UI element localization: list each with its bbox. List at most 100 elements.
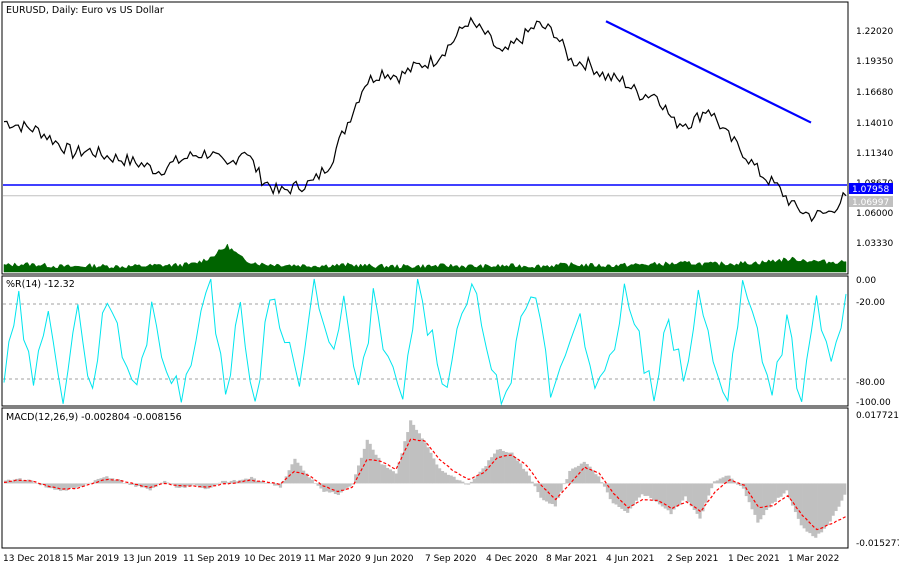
- macd-bar: [822, 483, 827, 529]
- macd-bar: [32, 482, 37, 484]
- macd-bar: [73, 483, 77, 489]
- macd-bar: [438, 468, 442, 484]
- macd-bar: [698, 483, 702, 519]
- macd-title: MACD(12,26,9) -0.002804 -0.008156: [6, 412, 182, 423]
- macd-bar: [669, 483, 673, 515]
- macd-bar: [631, 483, 636, 506]
- macd-bar: [490, 457, 494, 484]
- macd-bar: [605, 483, 610, 493]
- macd-bar: [67, 483, 71, 489]
- macd-bar: [825, 483, 829, 526]
- macd-bar: [388, 469, 393, 484]
- macd-bar: [733, 481, 737, 484]
- price-tick: 1.19350: [856, 57, 893, 67]
- macd-bar: [513, 457, 517, 484]
- macd-bar: [249, 476, 254, 484]
- macd-bar: [53, 483, 57, 490]
- macd-bar: [351, 483, 355, 485]
- macd-bar: [762, 483, 766, 516]
- macd-bar: [452, 476, 456, 484]
- macd-bar: [339, 483, 343, 493]
- macd-bar: [808, 483, 812, 534]
- macd-bar: [58, 483, 63, 491]
- macd-bar: [186, 483, 190, 487]
- macd-bar: [678, 483, 682, 505]
- wpr-tick: -80.00: [856, 378, 885, 388]
- macd-bar: [406, 432, 410, 484]
- macd-bar: [736, 483, 740, 485]
- macd-bar: [588, 466, 592, 484]
- macd-bar: [481, 468, 485, 484]
- macd-bar: [278, 483, 283, 488]
- time-tick: 11 Sep 2019: [183, 554, 240, 564]
- macd-bar: [400, 453, 404, 484]
- macd-bar: [600, 482, 604, 484]
- macd-bar: [319, 483, 323, 489]
- macd-bar: [50, 483, 54, 489]
- macd-bar: [701, 483, 705, 512]
- macd-bar: [235, 481, 239, 484]
- macd-bar: [76, 483, 80, 487]
- macd-bar: [683, 483, 688, 497]
- macd-bar: [773, 483, 777, 502]
- macd-bar: [449, 475, 453, 484]
- macd-bar: [409, 420, 413, 484]
- macd-tick: 0.017721: [856, 411, 899, 421]
- macd-bar: [385, 467, 390, 484]
- macd-bar: [267, 483, 271, 484]
- macd-bar: [637, 483, 641, 498]
- macd-bar: [510, 452, 514, 484]
- macd-bar: [817, 483, 821, 534]
- macd-bar: [215, 483, 219, 485]
- macd-bar: [273, 483, 277, 486]
- macd-bar: [102, 477, 106, 484]
- macd-bar: [374, 454, 378, 484]
- macd-bar: [403, 441, 407, 484]
- macd-bar: [533, 483, 537, 487]
- macd-bar: [64, 483, 68, 491]
- price-tick: 1.11340: [856, 149, 893, 159]
- macd-bar: [44, 483, 48, 488]
- macd-bar: [819, 483, 824, 533]
- macd-bar: [536, 483, 540, 493]
- macd-bar: [634, 483, 638, 501]
- macd-bar: [420, 438, 424, 484]
- macd-bar: [623, 483, 627, 511]
- macd-bar: [70, 483, 74, 488]
- macd-bar: [163, 480, 167, 484]
- wpr-tick: 0.00: [856, 276, 876, 286]
- macd-bar: [692, 483, 696, 510]
- macd-bar: [423, 442, 427, 484]
- macd-bar: [568, 470, 572, 484]
- macd-bar: [591, 470, 595, 484]
- macd-bar: [501, 450, 505, 484]
- macd-bar: [160, 482, 164, 484]
- macd-bar: [270, 483, 274, 484]
- support-price-tag: 1.07958: [849, 183, 893, 195]
- macd-bar: [290, 464, 294, 484]
- macd-bar: [663, 483, 667, 509]
- time-tick: 7 Sep 2020: [425, 554, 477, 564]
- macd-bar: [206, 483, 210, 489]
- macd-bar: [394, 473, 398, 484]
- time-tick: 9 Jun 2020: [365, 554, 414, 564]
- macd-bar: [61, 483, 66, 491]
- macd-bar: [440, 471, 445, 484]
- current-price-label: 1.06997: [852, 198, 889, 208]
- wpr-tick: -20.00: [856, 298, 885, 308]
- macd-bar: [111, 478, 115, 484]
- macd-tick: -0.015277: [856, 539, 899, 549]
- macd-bar: [171, 483, 176, 485]
- macd-bar: [35, 483, 40, 484]
- price-tick: 1.14010: [856, 119, 893, 129]
- macd-bar: [189, 483, 193, 487]
- macd-bar: [843, 483, 847, 495]
- macd-bar: [539, 483, 543, 498]
- macd-bar: [553, 483, 557, 507]
- macd-bar: [562, 483, 566, 485]
- macd-bar: [218, 482, 222, 484]
- macd-bar: [672, 483, 676, 510]
- macd-bar: [151, 483, 155, 488]
- macd-bar: [519, 463, 523, 484]
